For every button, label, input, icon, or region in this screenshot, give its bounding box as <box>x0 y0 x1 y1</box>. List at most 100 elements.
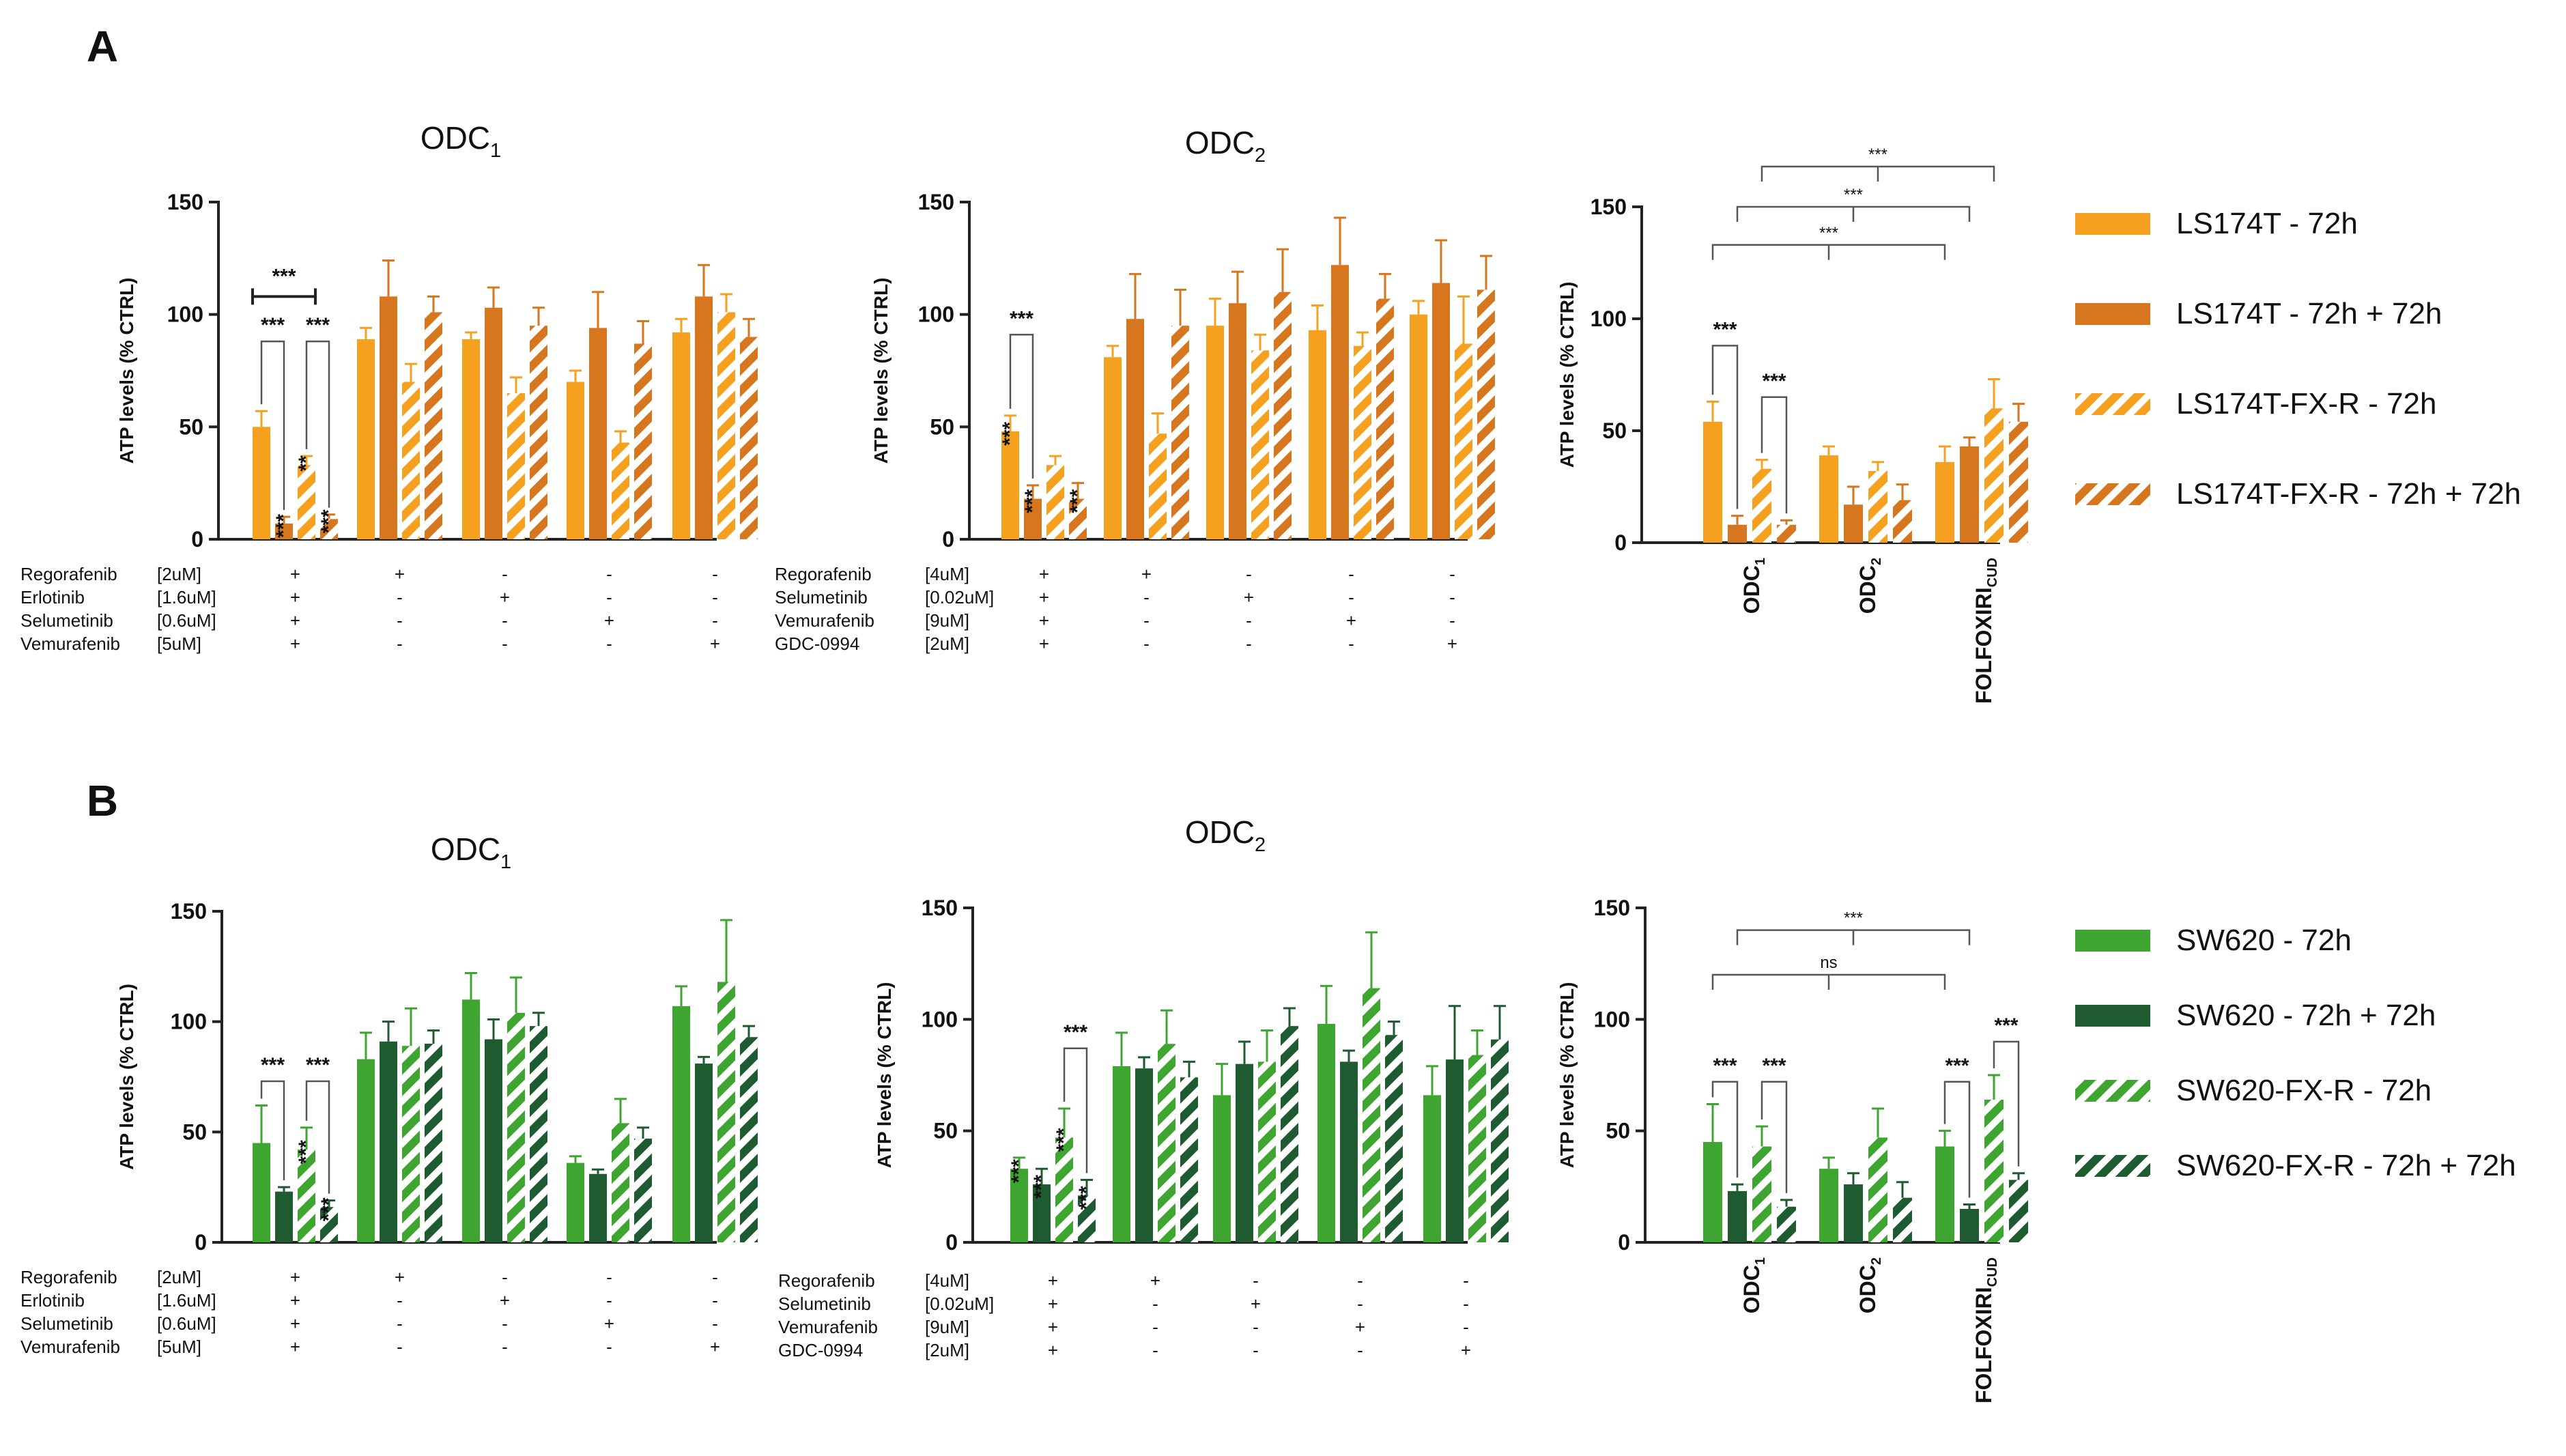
drug-name: Vemurafenib <box>775 610 874 631</box>
treatment-mark: - <box>606 1290 612 1311</box>
bar <box>1935 1146 1954 1242</box>
legend-swatch <box>2075 1155 2150 1177</box>
drug-name: Regorafenib <box>20 1267 117 1287</box>
significance-label: *** <box>306 314 330 337</box>
legend-label: SW620 - 72h <box>2176 924 2352 957</box>
y-tick-label: 0 <box>191 527 203 552</box>
bar <box>485 1039 502 1242</box>
treatment-mark: + <box>1048 1294 1058 1314</box>
treatment-mark: + <box>290 633 300 654</box>
drug-name: GDC-0994 <box>778 1340 863 1360</box>
drug-dose: [5uM] <box>157 633 201 654</box>
legend-swatch <box>2075 303 2150 325</box>
drug-dose: [9uM] <box>925 1317 969 1337</box>
treatment-mark: + <box>1048 1317 1058 1337</box>
chart-title: ODC2 <box>1185 814 1266 856</box>
treatment-mark: - <box>1253 1270 1259 1291</box>
treatment-mark: - <box>1253 1340 1259 1360</box>
treatment-mark: - <box>712 1267 718 1287</box>
bar <box>1171 326 1189 539</box>
significance-tree <box>1736 929 1971 945</box>
x-category-label: FOLFOXIRICUD <box>1971 1257 2000 1403</box>
bar <box>253 1143 270 1242</box>
significance-label: *** <box>1713 1055 1737 1077</box>
y-tick-label: 100 <box>171 1010 207 1034</box>
treatment-mark: - <box>397 610 403 631</box>
treatment-mark: + <box>290 1267 300 1287</box>
bar <box>1317 1023 1335 1242</box>
treatment-mark: - <box>1463 1294 1469 1314</box>
legend-swatch <box>2075 1005 2150 1027</box>
bar <box>320 519 338 539</box>
treatment-mark: - <box>1463 1317 1469 1337</box>
bar <box>402 382 420 539</box>
legend-swatch <box>2075 483 2150 505</box>
treatment-mark: + <box>290 1337 300 1357</box>
treatment-mark: + <box>500 587 510 608</box>
y-tick-label: 150 <box>171 899 207 924</box>
y-tick-label: 100 <box>918 302 954 327</box>
significance-label: *** <box>1064 1021 1087 1044</box>
bar <box>634 343 652 539</box>
x-category-label: ODC2 <box>1855 558 1884 614</box>
significance-bracket <box>1009 334 1034 479</box>
treatment-mark: + <box>1150 1270 1160 1291</box>
legend-label: LS174T - 72h + 72h <box>2176 297 2442 330</box>
treatment-mark: - <box>1246 633 1252 654</box>
treatment-mark: + <box>290 1313 300 1334</box>
bar <box>1893 1197 1912 1242</box>
bar <box>1728 524 1747 543</box>
bar <box>1229 303 1246 539</box>
bar <box>717 312 735 539</box>
treatment-mark: - <box>1348 587 1354 608</box>
treatment-table: Regorafenib [4uM] + + - - - Selumetinib [0.02uM]… <box>778 1270 1471 1360</box>
bar <box>253 427 270 539</box>
bar <box>567 382 584 539</box>
bar <box>1868 471 1887 543</box>
treatment-mark: + <box>1048 1270 1058 1291</box>
bar <box>1206 326 1224 539</box>
treatment-mark: + <box>290 610 300 631</box>
significance-tree <box>1736 205 1971 222</box>
bar-significance: *** <box>1030 1175 1053 1199</box>
treatment-mark: - <box>1357 1270 1363 1291</box>
treatment-mark: - <box>1449 610 1455 631</box>
significance-bracket <box>260 1080 285 1181</box>
treatment-mark: - <box>1246 610 1252 631</box>
treatment-mark: + <box>1251 1294 1261 1314</box>
drug-name: Selumetinib <box>775 587 868 608</box>
bar <box>320 1207 338 1242</box>
treatment-mark: + <box>1048 1340 1058 1360</box>
drug-dose: [1.6uM] <box>157 587 216 608</box>
treatment-mark: - <box>502 564 508 584</box>
bar <box>1752 1146 1771 1242</box>
bar <box>485 307 502 539</box>
treatment-mark: + <box>1244 587 1254 608</box>
significance-label: *** <box>1010 307 1033 330</box>
treatment-mark: + <box>290 564 300 584</box>
legend-swatch <box>2075 213 2150 235</box>
y-tick-label: 50 <box>179 414 203 439</box>
y-tick-label: 150 <box>1594 896 1630 920</box>
drug-dose: [4uM] <box>925 1270 969 1291</box>
x-category-label: ODC2 <box>1855 1257 1884 1313</box>
bar <box>1331 265 1349 539</box>
bar <box>1024 498 1042 539</box>
treatment-mark: - <box>1357 1294 1363 1314</box>
bar <box>1868 1137 1887 1242</box>
significance-tree <box>1711 973 1946 990</box>
drug-name: Erlotinib <box>20 1290 85 1311</box>
bar-significance: *** <box>1021 489 1044 513</box>
treatment-mark: + <box>710 633 720 654</box>
treatment-mark: - <box>397 587 403 608</box>
bar <box>612 442 629 539</box>
bar <box>1001 431 1019 539</box>
bar <box>567 1162 584 1242</box>
bar-significance: *** <box>295 1140 317 1164</box>
significance-label: *** <box>306 1054 330 1076</box>
legend-swatch <box>2075 393 2150 415</box>
bar-significance: ** <box>295 455 317 472</box>
drug-dose: [0.6uM] <box>157 610 216 631</box>
